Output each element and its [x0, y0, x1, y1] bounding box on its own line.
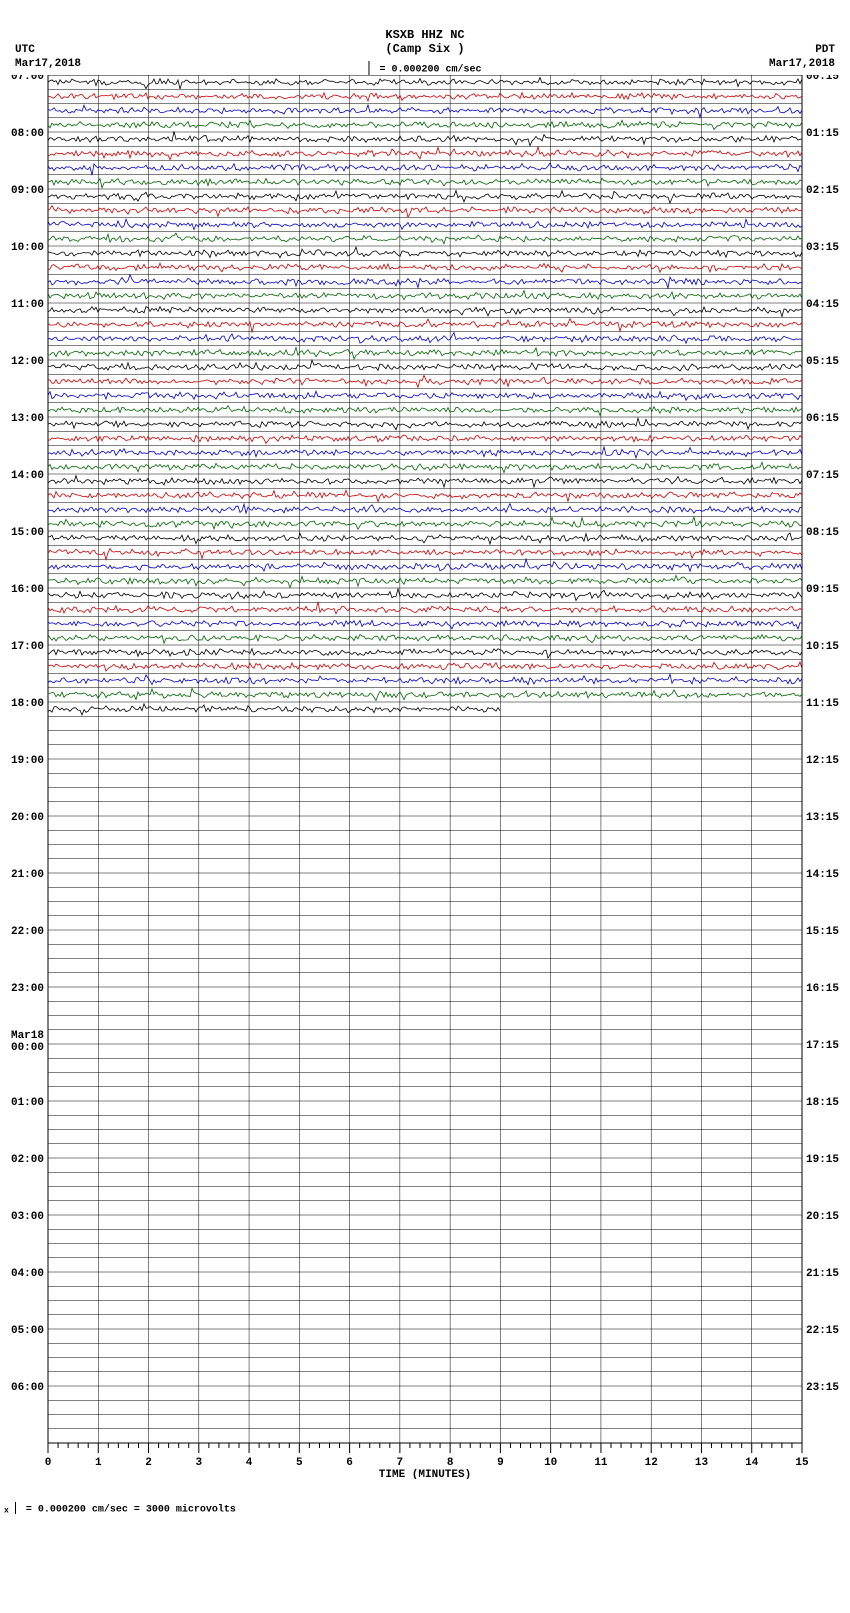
svg-text:09:00: 09:00 — [11, 185, 44, 197]
svg-text:0: 0 — [45, 1457, 52, 1469]
svg-text:15:15: 15:15 — [806, 926, 839, 938]
svg-text:15: 15 — [795, 1457, 809, 1469]
svg-text:10: 10 — [544, 1457, 557, 1469]
scale-text: = 0.000200 cm/sec — [379, 65, 481, 76]
date-left: Mar17,2018 — [15, 58, 81, 70]
svg-text:23:15: 23:15 — [806, 1382, 839, 1394]
svg-text:19:00: 19:00 — [11, 755, 44, 767]
svg-text:4: 4 — [246, 1457, 253, 1469]
svg-text:9: 9 — [497, 1457, 504, 1469]
seismogram-container: KSXB HHZ NC (Camp Six ) UTC Mar17,2018 P… — [0, 0, 850, 1516]
svg-text:TIME (MINUTES): TIME (MINUTES) — [379, 1469, 471, 1479]
svg-text:3: 3 — [195, 1457, 202, 1469]
svg-text:12: 12 — [645, 1457, 658, 1469]
svg-text:00:00: 00:00 — [11, 1042, 44, 1054]
svg-text:11:15: 11:15 — [806, 698, 839, 710]
svg-text:23:00: 23:00 — [11, 983, 44, 995]
svg-text:10:15: 10:15 — [806, 641, 839, 653]
svg-text:03:15: 03:15 — [806, 242, 839, 254]
svg-text:Mar18: Mar18 — [11, 1030, 44, 1042]
svg-text:07:15: 07:15 — [806, 470, 839, 482]
svg-text:16:00: 16:00 — [11, 584, 44, 596]
svg-text:16:15: 16:15 — [806, 983, 839, 995]
svg-text:7: 7 — [397, 1457, 404, 1469]
svg-text:21:15: 21:15 — [806, 1268, 839, 1280]
svg-text:03:00: 03:00 — [11, 1211, 44, 1223]
svg-text:07:00: 07:00 — [11, 75, 44, 83]
svg-text:14:00: 14:00 — [11, 470, 44, 482]
plot-area: 07:00 08:00 09:00 10:00 11:00 12:00 13:00 14:00… — [4, 75, 846, 1483]
svg-text:20:00: 20:00 — [11, 812, 44, 824]
station-title: KSXB HHZ NC — [385, 28, 464, 42]
header: KSXB HHZ NC (Camp Six ) UTC Mar17,2018 P… — [0, 0, 850, 75]
svg-text:10:00: 10:00 — [11, 242, 44, 254]
svg-text:08:15: 08:15 — [806, 527, 839, 539]
svg-text:21:00: 21:00 — [11, 869, 44, 881]
svg-text:05:00: 05:00 — [11, 1325, 44, 1337]
svg-text:6: 6 — [346, 1457, 353, 1469]
svg-text:13:15: 13:15 — [806, 812, 839, 824]
svg-text:11: 11 — [594, 1457, 608, 1469]
svg-text:18:00: 18:00 — [11, 698, 44, 710]
svg-text:5: 5 — [296, 1457, 303, 1469]
svg-text:22:15: 22:15 — [806, 1325, 839, 1337]
svg-text:00:15: 00:15 — [806, 75, 839, 83]
footer: x = 0.000200 cm/sec = 3000 microvolts — [4, 1503, 850, 1516]
svg-text:11:00: 11:00 — [11, 299, 44, 311]
seismogram-svg: 07:00 08:00 09:00 10:00 11:00 12:00 13:00 14:00… — [4, 75, 846, 1479]
svg-text:12:15: 12:15 — [806, 755, 839, 767]
svg-text:06:15: 06:15 — [806, 413, 839, 425]
svg-text:13:00: 13:00 — [11, 413, 44, 425]
svg-text:18:15: 18:15 — [806, 1097, 839, 1109]
svg-text:01:15: 01:15 — [806, 128, 839, 140]
svg-text:17:00: 17:00 — [11, 641, 44, 653]
svg-text:01:00: 01:00 — [11, 1097, 44, 1109]
svg-text:14: 14 — [745, 1457, 759, 1469]
svg-text:02:15: 02:15 — [806, 185, 839, 197]
svg-text:20:15: 20:15 — [806, 1211, 839, 1223]
scale-bar-icon — [15, 1502, 16, 1514]
scale-indicator: = 0.000200 cm/sec — [368, 62, 481, 76]
timezone-right: PDT — [815, 44, 835, 56]
svg-text:14:15: 14:15 — [806, 869, 839, 881]
svg-text:04:15: 04:15 — [806, 299, 839, 311]
svg-text:09:15: 09:15 — [806, 584, 839, 596]
svg-text:19:15: 19:15 — [806, 1154, 839, 1166]
svg-text:06:00: 06:00 — [11, 1382, 44, 1394]
svg-text:8: 8 — [447, 1457, 454, 1469]
timezone-left: UTC — [15, 44, 35, 56]
svg-text:22:00: 22:00 — [11, 926, 44, 938]
svg-text:05:15: 05:15 — [806, 356, 839, 368]
scale-bar-icon — [368, 61, 369, 75]
svg-text:17:15: 17:15 — [806, 1040, 839, 1052]
date-right: Mar17,2018 — [769, 58, 835, 70]
svg-text:2: 2 — [145, 1457, 152, 1469]
svg-text:12:00: 12:00 — [11, 356, 44, 368]
svg-text:02:00: 02:00 — [11, 1154, 44, 1166]
svg-text:1: 1 — [95, 1457, 102, 1469]
footer-text: = 0.000200 cm/sec = 3000 microvolts — [26, 1505, 236, 1516]
station-subtitle: (Camp Six ) — [385, 42, 464, 56]
svg-text:15:00: 15:00 — [11, 527, 44, 539]
svg-text:13: 13 — [695, 1457, 709, 1469]
svg-text:04:00: 04:00 — [11, 1268, 44, 1280]
svg-text:08:00: 08:00 — [11, 128, 44, 140]
